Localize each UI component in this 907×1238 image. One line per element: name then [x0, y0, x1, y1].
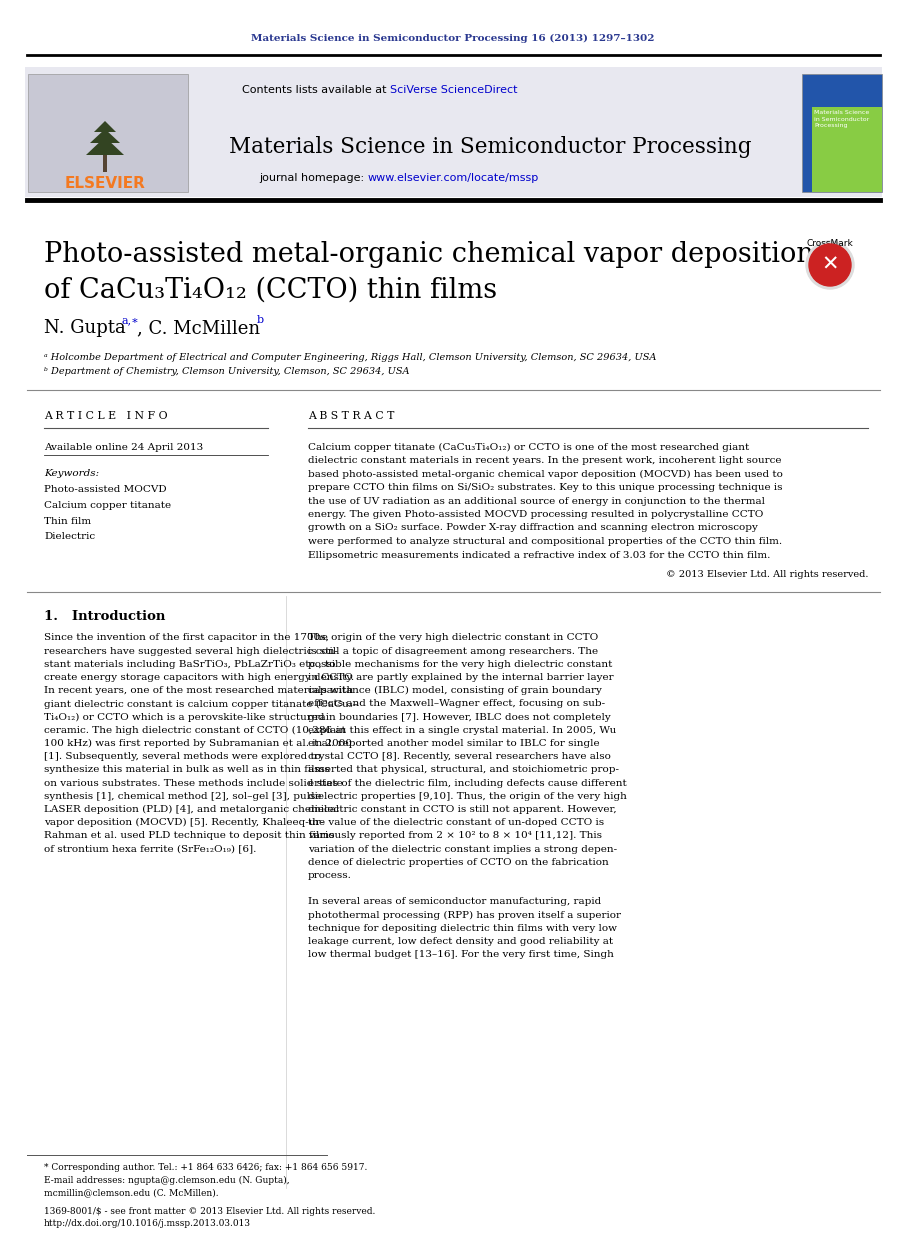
- Text: www.elsevier.com/locate/mssp: www.elsevier.com/locate/mssp: [368, 173, 540, 183]
- Text: researchers have suggested several high dielectric con-: researchers have suggested several high …: [44, 646, 338, 656]
- Text: © 2013 Elsevier Ltd. All rights reserved.: © 2013 Elsevier Ltd. All rights reserved…: [666, 569, 868, 579]
- Text: technique for depositing dielectric thin films with very low: technique for depositing dielectric thin…: [308, 924, 617, 933]
- Text: of strontium hexa ferrite (SrFe₁₂O₁₉) [6].: of strontium hexa ferrite (SrFe₁₂O₁₉) [6…: [44, 844, 257, 854]
- Circle shape: [806, 241, 854, 288]
- Text: The origin of the very high dielectric constant in CCTO: The origin of the very high dielectric c…: [308, 634, 599, 643]
- Text: A R T I C L E   I N F O: A R T I C L E I N F O: [44, 411, 168, 421]
- Text: variously reported from 2 × 10² to 8 × 10⁴ [11,12]. This: variously reported from 2 × 10² to 8 × 1…: [308, 832, 602, 841]
- Text: effects and the Maxwell–Wagner effect, focusing on sub-: effects and the Maxwell–Wagner effect, f…: [308, 699, 605, 708]
- Text: Calcium copper titanate: Calcium copper titanate: [44, 501, 171, 510]
- Text: Ti₄O₁₂) or CCTO which is a perovskite-like structured: Ti₄O₁₂) or CCTO which is a perovskite-li…: [44, 713, 325, 722]
- Text: variation of the dielectric constant implies a strong depen-: variation of the dielectric constant imp…: [308, 844, 617, 854]
- Text: grain boundaries [7]. However, IBLC does not completely: grain boundaries [7]. However, IBLC does…: [308, 713, 610, 722]
- Text: giant dielectric constant is calcium copper titanate (CaCu₃–: giant dielectric constant is calcium cop…: [44, 699, 358, 708]
- Text: Materials Science in Semiconductor Processing 16 (2013) 1297–1302: Materials Science in Semiconductor Proce…: [251, 33, 655, 42]
- FancyBboxPatch shape: [25, 67, 882, 197]
- Text: synthesize this material in bulk as well as in thin films: synthesize this material in bulk as well…: [44, 765, 330, 775]
- Text: low thermal budget [13–16]. For the very first time, Singh: low thermal budget [13–16]. For the very…: [308, 951, 614, 959]
- Text: in CCTO are partly explained by the internal barrier layer: in CCTO are partly explained by the inte…: [308, 673, 614, 682]
- Text: 1369-8001/$ - see front matter © 2013 Elsevier Ltd. All rights reserved.: 1369-8001/$ - see front matter © 2013 El…: [44, 1207, 375, 1216]
- Text: Materials Science in Semiconductor Processing: Materials Science in Semiconductor Proce…: [229, 136, 751, 158]
- Text: ✕: ✕: [821, 255, 839, 275]
- Text: were performed to analyze structural and compositional properties of the CCTO th: were performed to analyze structural and…: [308, 537, 782, 546]
- Circle shape: [809, 244, 851, 286]
- Text: Calcium copper titanate (CaCu₃Ti₄O₁₂) or CCTO is one of the most researched gian: Calcium copper titanate (CaCu₃Ti₄O₁₂) or…: [308, 442, 749, 452]
- Text: crystal CCTO [8]. Recently, several researchers have also: crystal CCTO [8]. Recently, several rese…: [308, 753, 611, 761]
- Text: Dielectric: Dielectric: [44, 532, 95, 541]
- Text: energy. The given Photo-assisted MOCVD processing resulted in polycrystalline CC: energy. The given Photo-assisted MOCVD p…: [308, 510, 764, 519]
- Text: * Corresponding author. Tel.: +1 864 633 6426; fax: +1 864 656 5917.: * Corresponding author. Tel.: +1 864 633…: [44, 1162, 367, 1171]
- Text: capacitance (IBLC) model, consisting of grain boundary: capacitance (IBLC) model, consisting of …: [308, 686, 602, 696]
- Text: ELSEVIER: ELSEVIER: [64, 176, 145, 191]
- Text: Keywords:: Keywords:: [44, 468, 99, 478]
- Text: explain this effect in a single crystal material. In 2005, Wu: explain this effect in a single crystal …: [308, 725, 616, 735]
- Text: synthesis [1], chemical method [2], sol–gel [3], pulse: synthesis [1], chemical method [2], sol–…: [44, 792, 321, 801]
- Text: growth on a SiO₂ surface. Powder X-ray diffraction and scanning electron microsc: growth on a SiO₂ surface. Powder X-ray d…: [308, 524, 758, 532]
- Text: dence of dielectric properties of CCTO on the fabrication: dence of dielectric properties of CCTO o…: [308, 858, 609, 867]
- Text: ᵇ Department of Chemistry, Clemson University, Clemson, SC 29634, USA: ᵇ Department of Chemistry, Clemson Unive…: [44, 368, 409, 376]
- Text: possible mechanisms for the very high dielectric constant: possible mechanisms for the very high di…: [308, 660, 612, 669]
- FancyBboxPatch shape: [812, 106, 882, 192]
- Text: 100 kHz) was first reported by Subramanian et al. in 2000: 100 kHz) was first reported by Subramani…: [44, 739, 352, 748]
- Text: dielectric constant in CCTO is still not apparent. However,: dielectric constant in CCTO is still not…: [308, 805, 617, 815]
- FancyBboxPatch shape: [28, 74, 188, 192]
- Text: vapor deposition (MOCVD) [5]. Recently, Khaleeq-ur-: vapor deposition (MOCVD) [5]. Recently, …: [44, 818, 324, 827]
- Text: photothermal processing (RPP) has proven itself a superior: photothermal processing (RPP) has proven…: [308, 911, 621, 920]
- Text: Available online 24 April 2013: Available online 24 April 2013: [44, 442, 203, 452]
- Text: dielectric properties [9,10]. Thus, the origin of the very high: dielectric properties [9,10]. Thus, the …: [308, 792, 627, 801]
- Polygon shape: [103, 155, 107, 172]
- FancyBboxPatch shape: [802, 74, 882, 192]
- Text: [1]. Subsequently, several methods were explored to: [1]. Subsequently, several methods were …: [44, 753, 321, 761]
- Text: erties of the dielectric film, including defects cause different: erties of the dielectric film, including…: [308, 779, 627, 787]
- Text: prepare CCTO thin films on Si/SiO₂ substrates. Key to this unique processing tec: prepare CCTO thin films on Si/SiO₂ subst…: [308, 483, 783, 491]
- Text: , C. McMillen: , C. McMillen: [137, 319, 266, 337]
- Text: In several areas of semiconductor manufacturing, rapid: In several areas of semiconductor manufa…: [308, 898, 601, 906]
- Text: A B S T R A C T: A B S T R A C T: [308, 411, 395, 421]
- Polygon shape: [94, 121, 116, 132]
- Text: b: b: [257, 314, 264, 326]
- Polygon shape: [90, 129, 120, 144]
- Text: asserted that physical, structural, and stoichiometric prop-: asserted that physical, structural, and …: [308, 765, 619, 775]
- Text: CrossMark: CrossMark: [806, 239, 853, 248]
- Text: journal homepage:: journal homepage:: [259, 173, 368, 183]
- Text: http://dx.doi.org/10.1016/j.mssp.2013.03.013: http://dx.doi.org/10.1016/j.mssp.2013.03…: [44, 1219, 251, 1228]
- Text: the value of the dielectric constant of un-doped CCTO is: the value of the dielectric constant of …: [308, 818, 604, 827]
- Text: ᵃ Holcombe Department of Electrical and Computer Engineering, Riggs Hall, Clemso: ᵃ Holcombe Department of Electrical and …: [44, 353, 657, 361]
- Text: mcmillin@clemson.edu (C. McMillen).: mcmillin@clemson.edu (C. McMillen).: [44, 1188, 219, 1197]
- Text: dielectric constant materials in recent years. In the present work, incoherent l: dielectric constant materials in recent …: [308, 456, 782, 465]
- Text: 1.   Introduction: 1. Introduction: [44, 609, 165, 623]
- Text: leakage current, low defect density and good reliability at: leakage current, low defect density and …: [308, 937, 613, 946]
- Polygon shape: [86, 137, 124, 155]
- Text: Thin film: Thin film: [44, 516, 91, 525]
- Text: Ellipsometric measurements indicated a refractive index of 3.03 for the CCTO thi: Ellipsometric measurements indicated a r…: [308, 551, 770, 560]
- Text: process.: process.: [308, 872, 352, 880]
- Text: based photo-assisted metal-organic chemical vapor deposition (MOCVD) has been us: based photo-assisted metal-organic chemi…: [308, 469, 783, 479]
- Text: Rahman et al. used PLD technique to deposit thin films: Rahman et al. used PLD technique to depo…: [44, 832, 335, 841]
- Text: on various substrates. These methods include solid state: on various substrates. These methods inc…: [44, 779, 343, 787]
- Text: stant materials including BaSrTiO₃, PbLaZrTiO₃ etc., to: stant materials including BaSrTiO₃, PbLa…: [44, 660, 336, 669]
- Text: create energy storage capacitors with high energy density.: create energy storage capacitors with hi…: [44, 673, 354, 682]
- Text: SciVerse ScienceDirect: SciVerse ScienceDirect: [390, 85, 518, 95]
- Text: Materials Science
in Semiconductor
Processing: Materials Science in Semiconductor Proce…: [814, 110, 870, 129]
- Text: ceramic. The high dielectric constant of CCTO (10,286 at: ceramic. The high dielectric constant of…: [44, 725, 346, 735]
- Text: is still a topic of disagreement among researchers. The: is still a topic of disagreement among r…: [308, 646, 598, 656]
- Text: Since the invention of the first capacitor in the 1700s,: Since the invention of the first capacit…: [44, 634, 329, 643]
- Text: Contents lists available at: Contents lists available at: [242, 85, 390, 95]
- Text: In recent years, one of the most researched materials with: In recent years, one of the most researc…: [44, 686, 353, 696]
- Text: et al. reported another model similar to IBLC for single: et al. reported another model similar to…: [308, 739, 600, 748]
- Text: Photo-assisted metal-organic chemical vapor deposition: Photo-assisted metal-organic chemical va…: [44, 241, 814, 269]
- Text: E-mail addresses: ngupta@g.clemson.edu (N. Gupta),: E-mail addresses: ngupta@g.clemson.edu (…: [44, 1175, 289, 1185]
- Text: Photo-assisted MOCVD: Photo-assisted MOCVD: [44, 485, 167, 494]
- Text: LASER deposition (PLD) [4], and metalorganic chemical: LASER deposition (PLD) [4], and metalorg…: [44, 805, 339, 815]
- Text: N. Gupta: N. Gupta: [44, 319, 132, 337]
- Text: of CaCu₃Ti₄O₁₂ (CCTO) thin films: of CaCu₃Ti₄O₁₂ (CCTO) thin films: [44, 276, 497, 303]
- Text: the use of UV radiation as an additional source of energy in conjunction to the : the use of UV radiation as an additional…: [308, 496, 765, 505]
- Text: a,∗: a,∗: [122, 314, 140, 326]
